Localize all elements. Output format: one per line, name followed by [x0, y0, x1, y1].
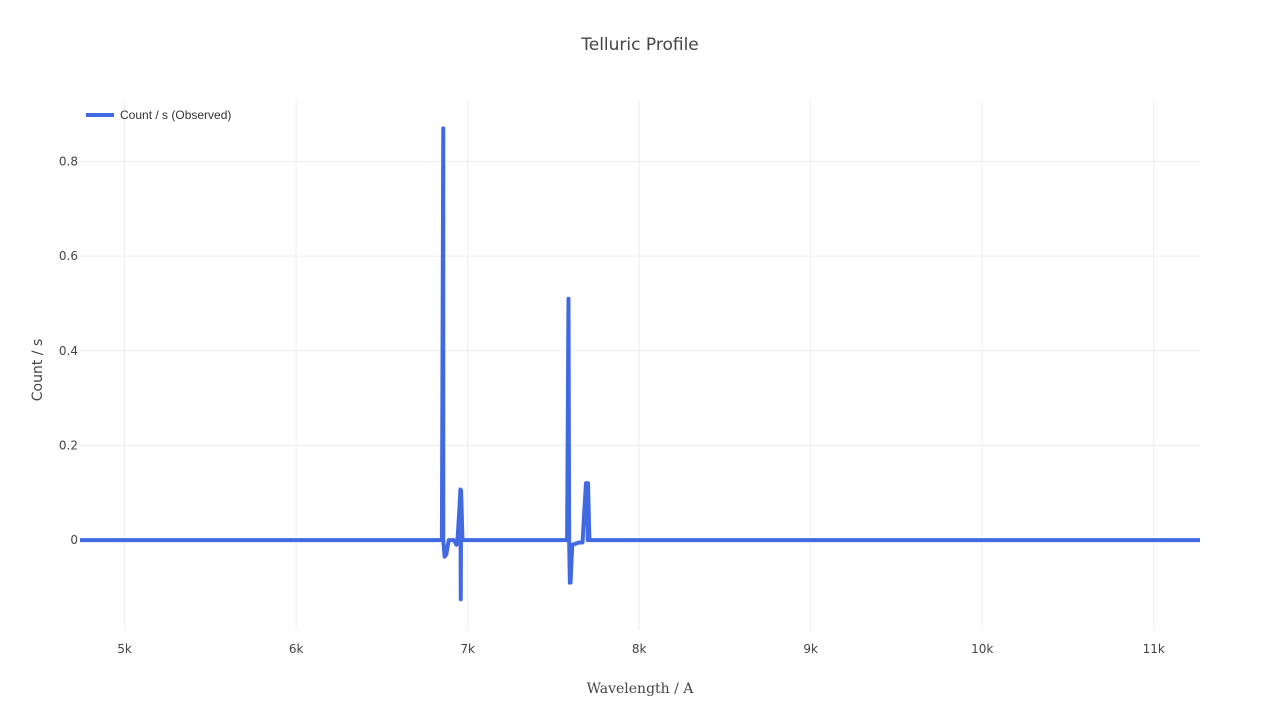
series-line	[80, 126, 1200, 602]
chart-title: Telluric Profile	[580, 35, 699, 55]
x-tick-label: 7k	[460, 642, 475, 656]
legend-label: Count / s (Observed)	[120, 108, 231, 122]
y-tick-label: 0	[70, 533, 78, 547]
x-axis-label: Wavelength / A	[587, 681, 695, 697]
y-axis-label: Count / s	[30, 339, 46, 402]
y-tick-label: 0.8	[59, 155, 78, 169]
x-tick-label: 5k	[117, 642, 132, 656]
axis-ticks: 5k 6k 7k 8k 9k 10k 11k 0 0.2 0.4 0.6 0.8	[59, 155, 1165, 656]
y-tick-label: 0.2	[59, 438, 78, 452]
y-tick-label: 0.4	[59, 344, 78, 358]
series-layer	[80, 126, 1200, 602]
x-tick-label: 8k	[632, 642, 647, 656]
y-tick-label: 0.6	[59, 249, 78, 263]
x-tick-label: 11k	[1143, 642, 1165, 656]
x-tick-label: 9k	[803, 642, 818, 656]
legend[interactable]: Count / s (Observed)	[86, 108, 231, 122]
grid-lines	[80, 100, 1200, 630]
x-tick-label: 10k	[971, 642, 993, 656]
x-tick-label: 6k	[289, 642, 304, 656]
